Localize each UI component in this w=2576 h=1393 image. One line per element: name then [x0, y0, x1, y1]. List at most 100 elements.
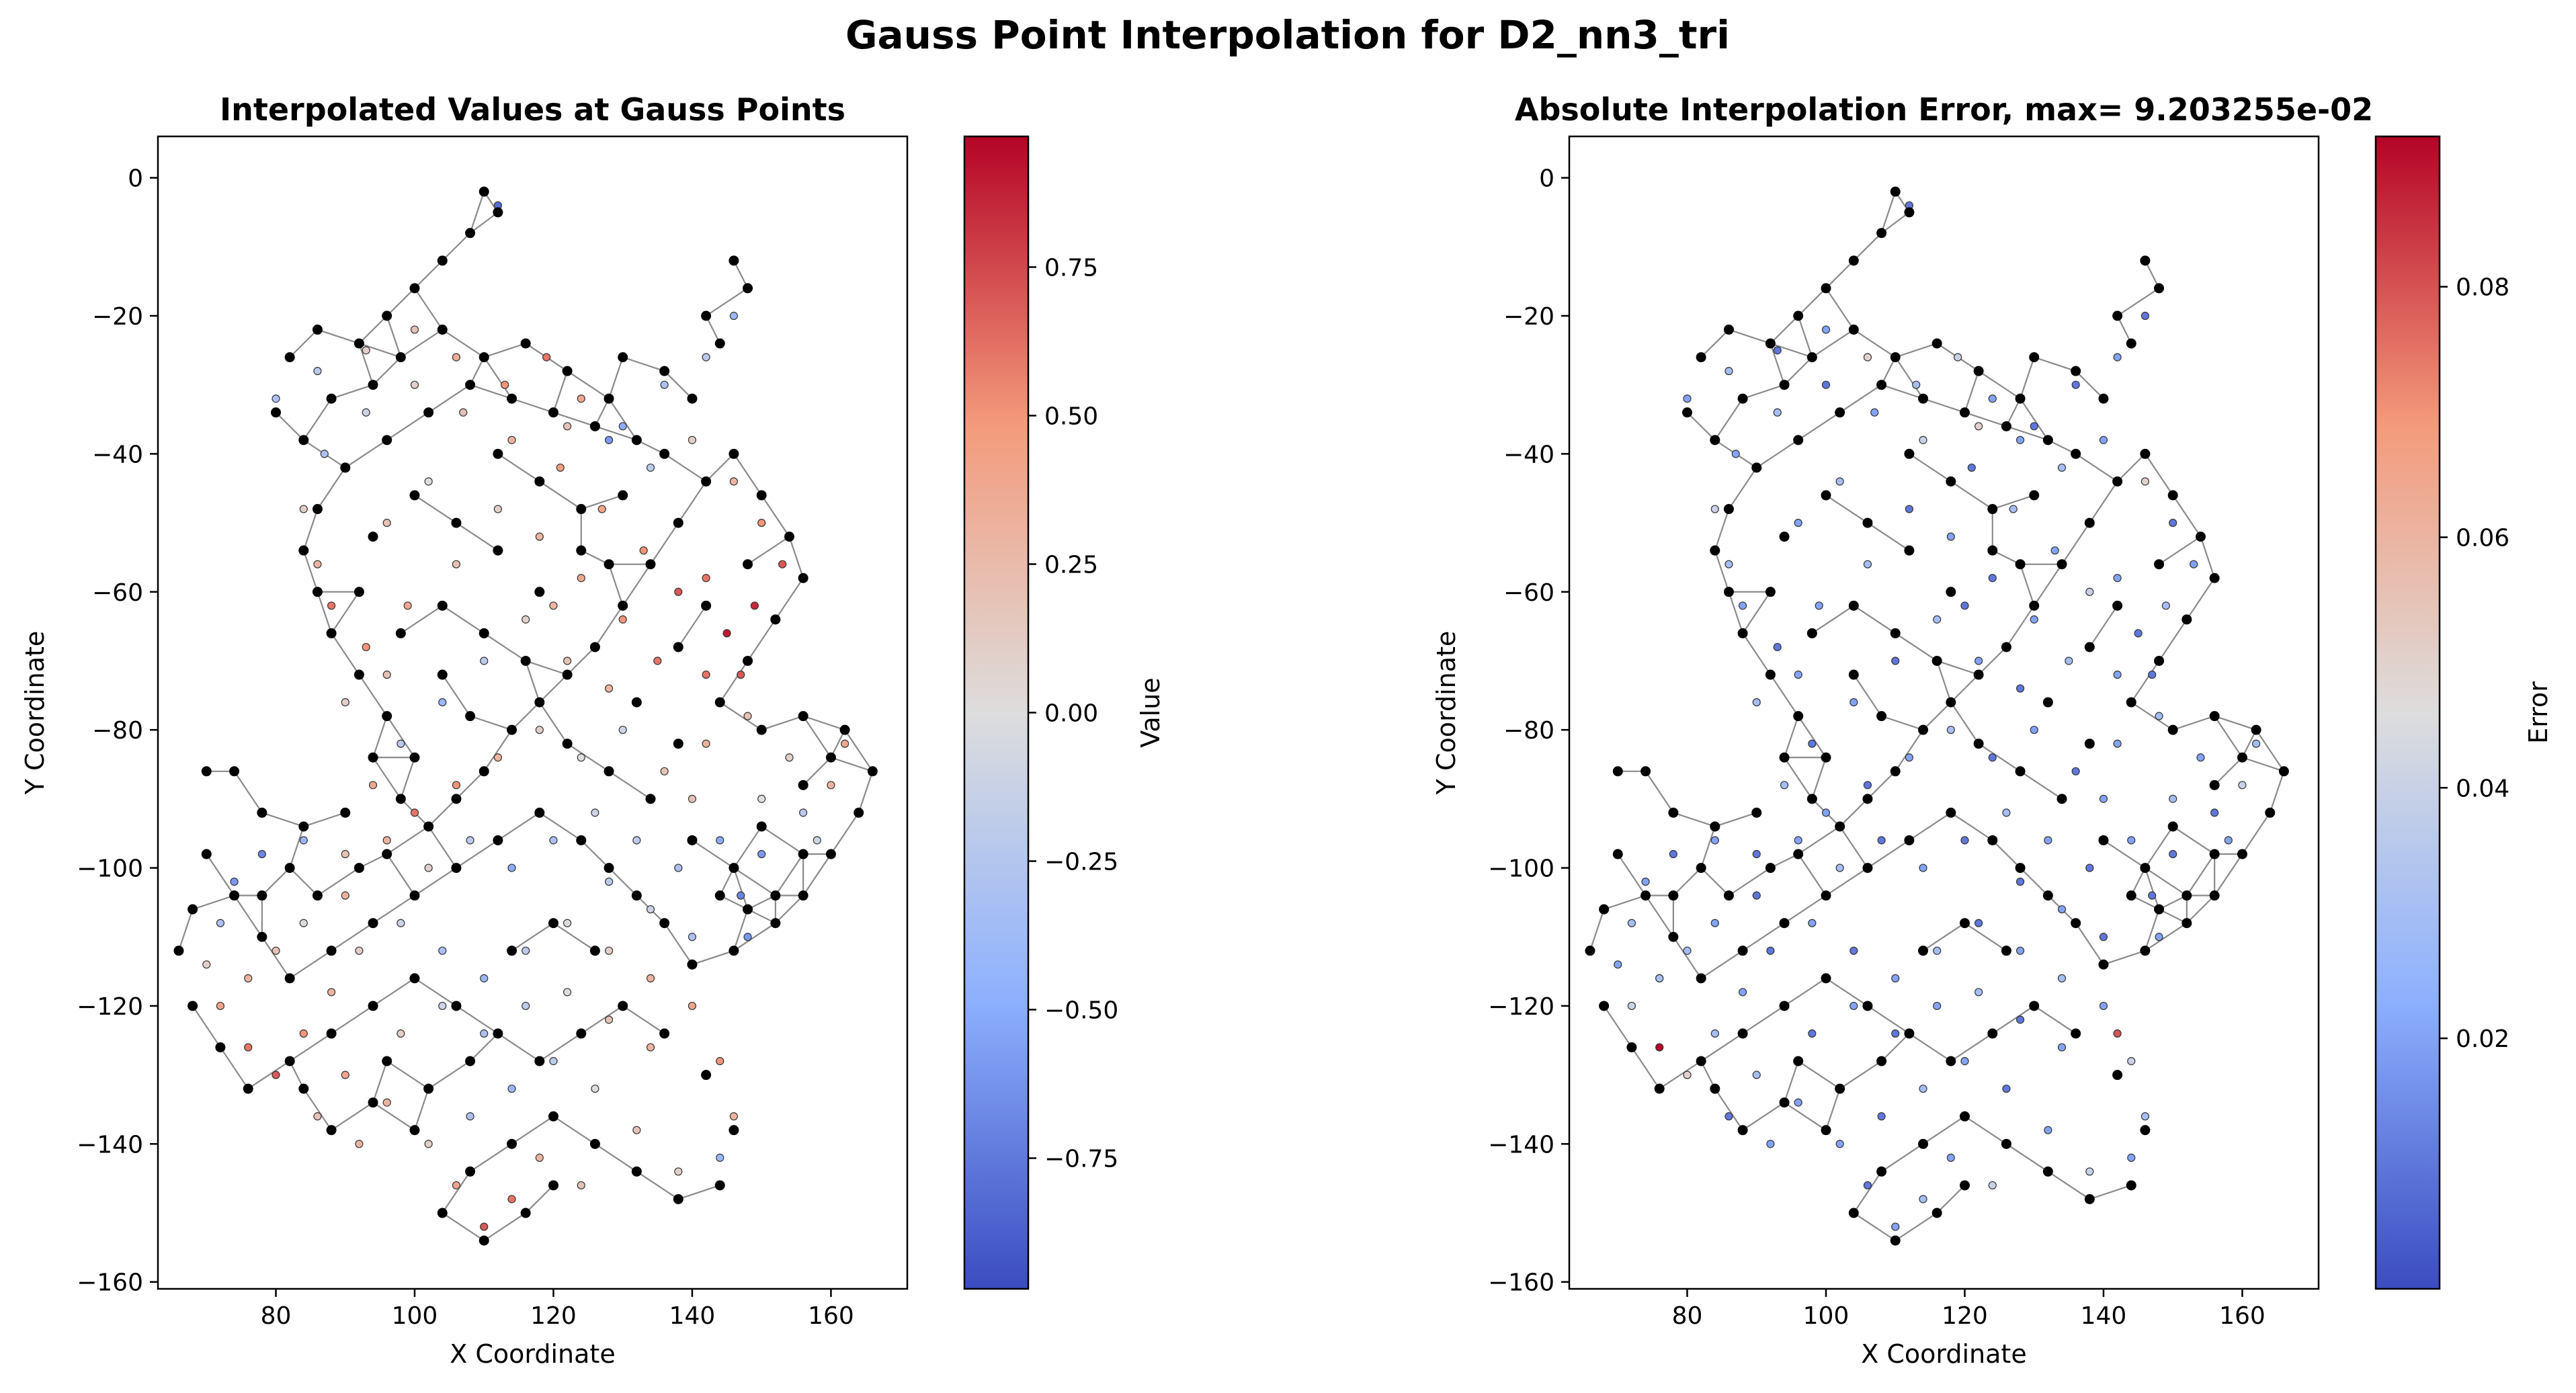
mesh-node	[2182, 614, 2192, 625]
mesh-node	[2265, 807, 2276, 818]
mesh-node	[368, 1097, 378, 1108]
mesh-edge	[2006, 425, 2048, 441]
gauss-point	[591, 808, 599, 817]
mesh-edge	[331, 591, 360, 634]
mesh-node	[548, 918, 558, 929]
mesh-node	[854, 807, 864, 818]
gauss-point	[424, 863, 433, 872]
mesh-node	[1821, 890, 1831, 901]
mesh-node	[1821, 283, 1831, 294]
mesh-edge	[1742, 922, 1785, 952]
mesh-node	[604, 863, 614, 874]
mesh-edge	[1784, 894, 1827, 924]
mesh-node	[2098, 959, 2109, 970]
gauss-point	[549, 601, 558, 610]
y-tick-label: −80	[92, 717, 143, 745]
mesh-node	[1862, 863, 1873, 874]
mesh-edge	[1742, 632, 1772, 675]
mesh-edge	[2214, 757, 2243, 786]
mesh-node	[243, 1083, 253, 1094]
mesh-edge	[705, 288, 749, 316]
mesh-edge	[1867, 839, 1910, 869]
gauss-point	[1794, 836, 1802, 845]
mesh-node	[1848, 600, 1859, 611]
mesh-node	[1640, 766, 1651, 777]
gauss-point	[757, 518, 766, 527]
mesh-edge	[469, 1033, 499, 1062]
mesh-edge	[302, 398, 333, 441]
mesh-node	[798, 573, 808, 583]
panels: Interpolated Values at Gauss Points 80 100…	[20, 91, 2553, 1369]
mesh-edge	[1756, 439, 1799, 468]
gauss-point	[604, 1015, 614, 1024]
mesh-node	[284, 863, 295, 874]
gauss-point	[2030, 726, 2038, 734]
gauss-point	[2141, 477, 2149, 486]
gauss-point	[2099, 1001, 2108, 1011]
gauss-point	[639, 546, 648, 555]
gauss-point	[2127, 1153, 2136, 1162]
mesh-node	[743, 904, 753, 915]
gauss-point	[1988, 574, 1997, 583]
mesh-node	[368, 918, 378, 929]
mesh-node	[493, 207, 503, 218]
gauss-point	[604, 878, 614, 886]
mesh-edge	[636, 439, 665, 455]
mesh-edge	[427, 826, 457, 869]
mesh-edge	[2047, 1171, 2090, 1200]
mesh-node	[1821, 752, 1831, 763]
mesh-node	[1946, 476, 1956, 487]
mesh-edge	[844, 729, 874, 772]
mesh-node	[1765, 863, 1776, 874]
mesh-node	[2126, 697, 2136, 708]
mesh-node	[354, 863, 364, 874]
gauss-point	[438, 698, 447, 707]
mesh-edge	[761, 715, 804, 731]
gauss-point	[2016, 1015, 2025, 1024]
mesh-edge	[2241, 729, 2257, 758]
gauss-point	[493, 753, 502, 762]
gauss-point	[2002, 1085, 2011, 1093]
mesh-edge	[1811, 757, 1827, 800]
mesh-edge	[1867, 522, 1910, 552]
mesh-edge	[1714, 509, 1730, 551]
mesh-edge	[1867, 1005, 1910, 1034]
gauss-point	[716, 1057, 724, 1066]
mesh-edge	[677, 480, 707, 523]
mesh-edge	[1880, 212, 1910, 234]
gauss-point	[2016, 684, 2025, 693]
gauss-point	[438, 946, 447, 955]
mesh-edge	[427, 798, 457, 827]
mesh-edge	[1936, 661, 1952, 703]
gauss-point	[382, 836, 391, 845]
mesh-node	[382, 435, 392, 446]
mesh-node	[284, 1056, 295, 1066]
gauss-point	[1655, 1043, 1664, 1052]
mesh-edge	[830, 812, 860, 855]
mesh-node	[507, 724, 517, 735]
mesh-node	[2140, 448, 2151, 459]
gauss-point	[674, 1167, 683, 1176]
gauss-point	[522, 946, 530, 955]
mesh-edge	[2047, 439, 2077, 455]
mesh-node	[465, 228, 476, 239]
mesh-edge	[1673, 812, 1716, 827]
mesh-node	[520, 338, 531, 349]
mesh-node	[382, 1056, 392, 1066]
mesh-edge	[677, 1184, 720, 1200]
mesh-edge	[1950, 702, 1980, 745]
mesh-node	[2126, 1180, 2136, 1191]
colorbar-tick-label: 0.08	[2456, 274, 2509, 302]
mesh-node	[743, 283, 753, 294]
mesh-node	[1710, 1083, 1720, 1094]
mesh-edge	[1714, 1088, 1744, 1131]
gauss-point	[1627, 1001, 1636, 1011]
gauss-point	[737, 891, 745, 900]
mesh-node	[354, 587, 364, 597]
mesh-node	[1737, 1028, 1748, 1039]
mesh-edge	[2242, 757, 2284, 772]
gauss-point	[577, 574, 585, 583]
mesh-node	[548, 1111, 558, 1122]
mesh-node	[1918, 393, 1929, 404]
gauss-point	[2030, 615, 2038, 624]
